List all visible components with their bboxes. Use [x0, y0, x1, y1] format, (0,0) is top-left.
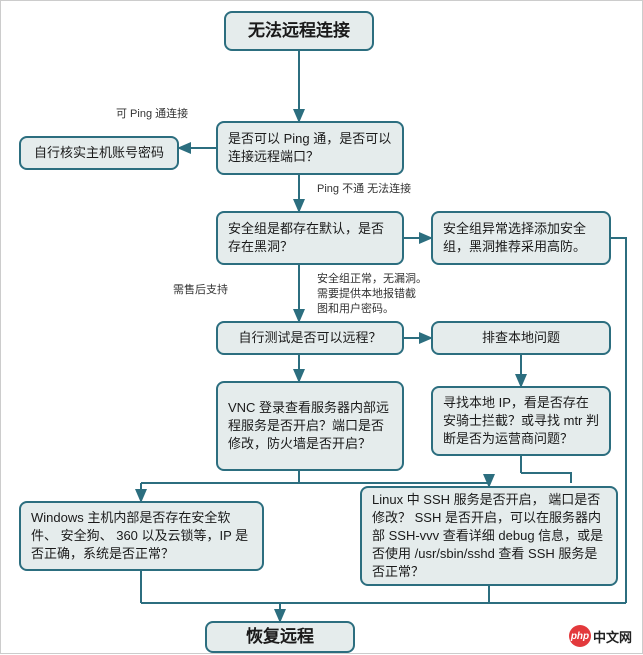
site-logo: php 中文网 [569, 625, 632, 647]
text: 自行测试是否可以远程？ [238, 329, 381, 347]
edge-label-sg-normal: 安全组正常，无漏洞。 需要提供本地报错截 图和用户密码。 [317, 272, 427, 317]
text: Linux 中 SSH 服务是否开启， 端口是否修改？ SSH 是否开启，可以在… [372, 491, 606, 582]
text: 恢复远程 [246, 625, 314, 649]
logo-dot-icon: php [569, 625, 591, 647]
node-local-ip-check: 寻找本地 IP，看是否存在安骑士拦截？或寻找 mtr 判断是否为运营商问题？ [431, 386, 611, 456]
text: 是否可以 Ping 通，是否可以连接远程端口？ [228, 130, 392, 166]
text: VNC 登录查看服务器内部远程服务是否开启？端口是否修改，防火墙是否开启？ [228, 399, 392, 454]
logo-text: 中文网 [593, 627, 632, 646]
node-recover-remote: 恢复远程 [205, 621, 355, 653]
node-windows-check: Windows 主机内部是否存在安全软件、 安全狗、 360 以及云锁等，IP … [19, 501, 264, 571]
node-vnc-check: VNC 登录查看服务器内部远程服务是否开启？端口是否修改，防火墙是否开启？ [216, 381, 404, 471]
node-check-local: 排查本地问题 [431, 321, 611, 355]
edge-label-need-support: 需售后支持 [173, 283, 228, 298]
text: 安全组异常选择添加安全组，黑洞推荐采用高防。 [443, 220, 599, 256]
node-security-group: 安全组是都存在默认，是否存在黑洞？ [216, 211, 404, 265]
node-linux-ssh-check: Linux 中 SSH 服务是否开启， 端口是否修改？ SSH 是否开启，可以在… [360, 486, 618, 586]
node-ping-check: 是否可以 Ping 通，是否可以连接远程端口？ [216, 121, 404, 175]
node-verify-account: 自行核实主机账号密码 [19, 136, 179, 170]
node-start-title: 无法远程连接 [224, 11, 374, 51]
text: 无法远程连接 [248, 19, 350, 43]
text: 排查本地问题 [482, 329, 560, 347]
edge-label-cannot-ping: Ping 不通 无法连接 [317, 182, 411, 197]
text: 自行核实主机账号密码 [34, 144, 164, 162]
node-self-test-remote: 自行测试是否可以远程？ [216, 321, 404, 355]
text: Windows 主机内部是否存在安全软件、 安全狗、 360 以及云锁等，IP … [31, 509, 252, 564]
text: 安全组是都存在默认，是否存在黑洞？ [228, 220, 392, 256]
edge-label-can-ping: 可 Ping 通连接 [116, 107, 188, 122]
node-sg-abnormal: 安全组异常选择添加安全组，黑洞推荐采用高防。 [431, 211, 611, 265]
text: 寻找本地 IP，看是否存在安骑士拦截？或寻找 mtr 判断是否为运营商问题？ [443, 394, 599, 449]
